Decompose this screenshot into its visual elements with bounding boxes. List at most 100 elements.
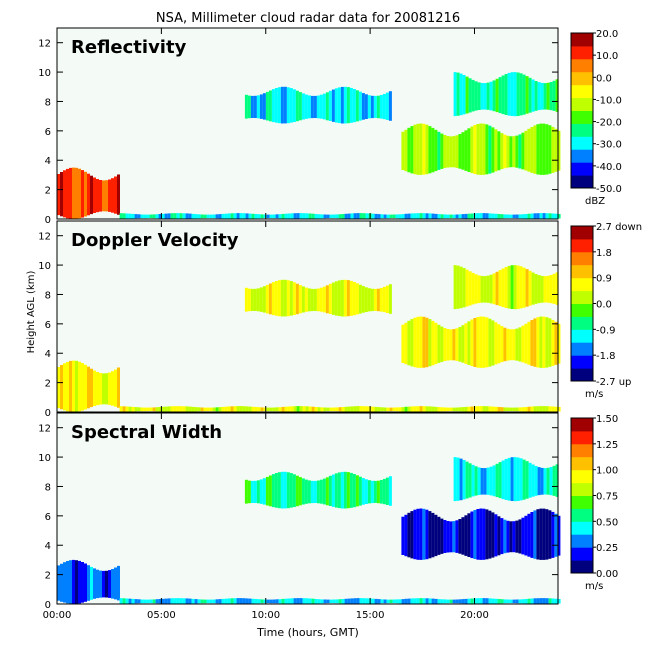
radar-cell bbox=[167, 406, 171, 412]
radar-cell bbox=[497, 516, 501, 556]
radar-cell bbox=[464, 598, 468, 604]
radar-cell bbox=[331, 282, 335, 315]
radar-cell bbox=[410, 126, 414, 174]
radar-cell bbox=[407, 213, 411, 219]
radar-cell bbox=[362, 598, 366, 604]
radar-cell bbox=[557, 515, 561, 556]
radar-cell bbox=[491, 406, 495, 412]
radar-cell bbox=[434, 213, 438, 219]
radar-cell bbox=[233, 213, 237, 219]
radar-cell bbox=[555, 464, 559, 497]
radar-cell bbox=[410, 319, 414, 367]
radar-cell bbox=[251, 406, 255, 412]
radar-cell bbox=[331, 474, 335, 507]
radar-cell bbox=[164, 598, 168, 604]
radar-cell bbox=[310, 480, 314, 504]
radar-cell bbox=[102, 570, 105, 598]
radar-cell bbox=[488, 406, 492, 412]
radar-cell bbox=[304, 287, 308, 312]
radar-cell bbox=[292, 282, 296, 315]
radar-cell bbox=[512, 214, 516, 219]
radar-cell bbox=[259, 287, 263, 312]
radar-cell bbox=[161, 213, 165, 219]
radar-cell bbox=[422, 123, 426, 175]
radar-cell bbox=[494, 129, 498, 172]
colorbar-label: 2.7 down bbox=[596, 222, 642, 233]
radar-cell bbox=[344, 598, 348, 604]
radar-cell bbox=[128, 406, 132, 412]
radar-cell bbox=[557, 214, 561, 219]
radar-cell bbox=[314, 599, 318, 604]
radar-cell bbox=[542, 316, 546, 368]
radar-cell bbox=[167, 213, 171, 219]
radar-cell bbox=[536, 124, 540, 175]
radar-cell bbox=[361, 93, 365, 120]
radar-cell bbox=[476, 213, 480, 219]
radar-cell bbox=[60, 365, 63, 410]
radar-cell bbox=[510, 265, 514, 309]
radar-cell bbox=[452, 521, 456, 553]
radar-cell bbox=[352, 89, 356, 123]
radar-cell bbox=[449, 521, 453, 553]
radar-cell bbox=[506, 599, 510, 604]
radar-cell bbox=[179, 213, 183, 219]
radar-cell bbox=[283, 471, 287, 509]
radar-cell bbox=[284, 598, 288, 604]
radar-cell bbox=[537, 275, 541, 304]
radar-cell bbox=[440, 133, 444, 169]
radar-cell bbox=[503, 599, 507, 604]
radar-cell bbox=[302, 406, 306, 412]
radar-cell bbox=[96, 179, 99, 213]
radar-cell bbox=[341, 407, 345, 412]
radar-cell bbox=[540, 467, 544, 495]
radar-cell bbox=[513, 457, 517, 502]
radar-cell bbox=[292, 89, 296, 122]
radar-cell bbox=[337, 280, 341, 317]
radar-cell bbox=[536, 213, 540, 219]
panel-title: Reflectivity bbox=[71, 37, 187, 58]
radar-cell bbox=[301, 286, 305, 313]
radar-cell bbox=[131, 406, 135, 412]
radar-cell bbox=[509, 599, 513, 604]
radar-cell bbox=[452, 136, 456, 168]
radar-cell bbox=[385, 92, 389, 120]
radar-cell bbox=[332, 407, 336, 412]
radar-cell bbox=[422, 316, 426, 368]
radar-cell bbox=[376, 288, 380, 312]
radar-cell bbox=[149, 407, 153, 412]
radar-cell bbox=[524, 599, 528, 604]
radar-cell bbox=[380, 407, 384, 412]
radar-cell bbox=[416, 123, 420, 175]
radar-cell bbox=[437, 214, 441, 219]
radar-cell bbox=[370, 95, 374, 119]
radar-cell bbox=[254, 214, 258, 219]
radar-cell bbox=[527, 213, 531, 219]
radar-cell bbox=[386, 599, 390, 604]
radar-cell bbox=[531, 79, 535, 112]
radar-cell bbox=[422, 406, 426, 412]
radar-cell bbox=[334, 473, 338, 508]
radar-cell bbox=[251, 598, 255, 604]
radar-cell bbox=[410, 511, 414, 559]
radar-cell bbox=[518, 134, 522, 169]
radar-cell bbox=[313, 288, 317, 311]
radar-cell bbox=[96, 372, 99, 406]
radar-cell bbox=[87, 173, 90, 216]
radar-cell bbox=[488, 598, 492, 604]
radar-cell bbox=[310, 288, 314, 312]
radar-cell bbox=[404, 213, 408, 219]
radar-cell bbox=[483, 83, 487, 110]
radar-cell bbox=[72, 360, 75, 412]
panels-group: Reflectivity02468101220.010.00.0-10.0-20… bbox=[38, 27, 642, 621]
radar-cell bbox=[452, 329, 456, 361]
radar-cell bbox=[512, 599, 516, 604]
radar-cell bbox=[446, 521, 450, 553]
radar-cell bbox=[275, 214, 279, 219]
radar-cell bbox=[425, 213, 429, 219]
radar-cell bbox=[173, 406, 177, 412]
radar-cell bbox=[536, 509, 540, 560]
radar-cell bbox=[170, 598, 174, 604]
radar-cell bbox=[474, 81, 478, 111]
radar-cell bbox=[440, 599, 444, 604]
radar-cell bbox=[522, 267, 526, 308]
